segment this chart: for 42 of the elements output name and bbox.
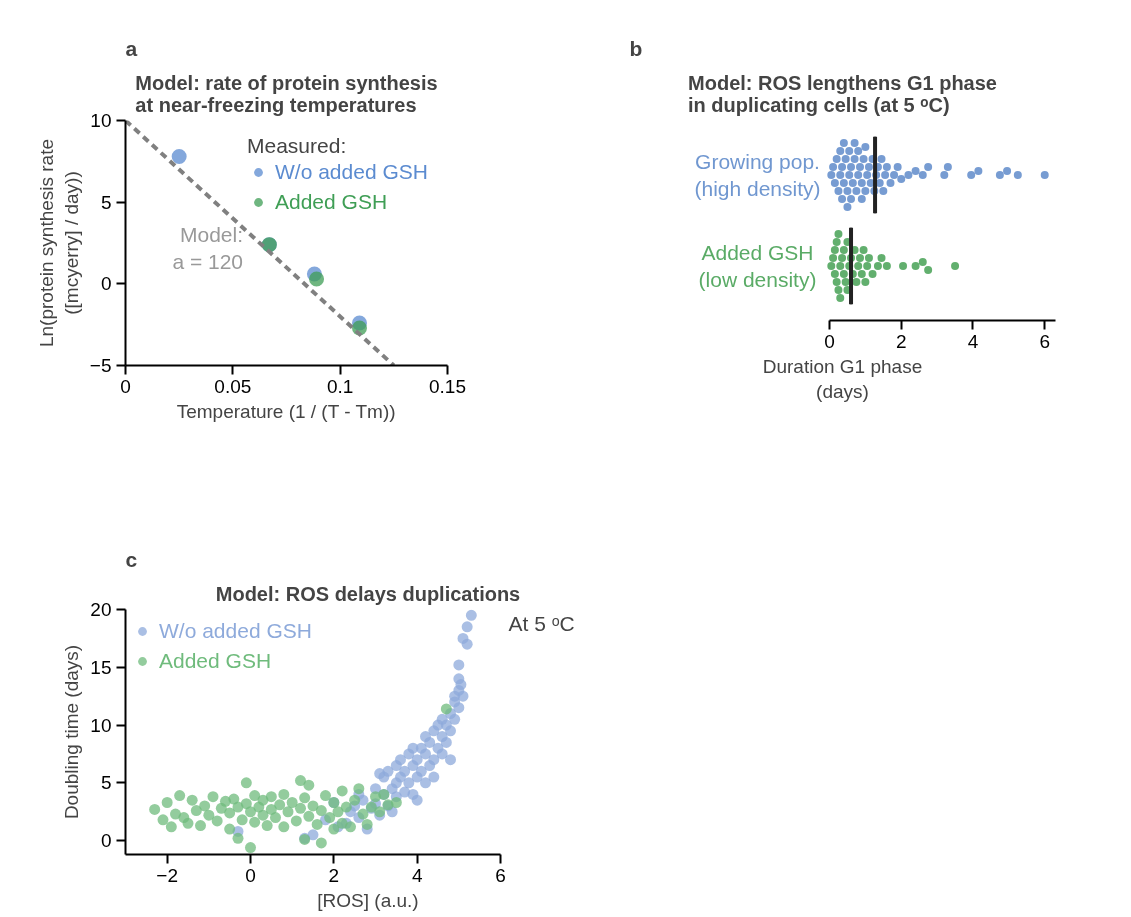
y-tick-label: 5 (100, 191, 112, 213)
annotation: Model: a = 120 (172, 222, 244, 274)
y-axis-title: Doubling time (days) (61, 644, 83, 820)
chart-title: Model: ROS delays duplications (215, 582, 521, 605)
x-axis-title: Temperature (1 / (T - Tm)) (176, 400, 396, 422)
x-tick-label: 4 (967, 330, 979, 352)
y-axis-title: Ln(protein synthesis rate ([mcyerry] / day)) (35, 138, 82, 348)
legend-title: Measured: (247, 134, 348, 158)
y-tick-label: Added GSH (low density) (698, 240, 817, 292)
y-tick-label: 10 (90, 714, 112, 736)
x-tick-label: 0 (824, 330, 835, 352)
legend-label: Added GSH (159, 649, 272, 673)
x-tick-label: −2 (156, 864, 179, 886)
x-tick-label: 0 (245, 864, 256, 886)
text: a (125, 36, 138, 60)
x-tick-label: 6 (495, 864, 506, 886)
x-tick-label: 2 (328, 864, 340, 886)
y-tick-label: 20 (90, 599, 112, 620)
x-tick-label: 0 (120, 375, 131, 397)
x-tick-label: 2 (895, 330, 907, 352)
text: b (629, 36, 643, 60)
y-tick-label: 0 (100, 273, 112, 295)
y-tick-label: 10 (90, 110, 112, 131)
legend-label: W/o added GSH (275, 160, 428, 184)
y-tick-label: 15 (90, 656, 112, 678)
x-axis-title: [ROS] (a.u.) (317, 889, 419, 911)
x-axis-title: Duration G1 phase (days) (762, 355, 923, 402)
y-tick-label: 0 (100, 830, 112, 852)
x-tick-label: 0.05 (214, 375, 252, 397)
x-tick-label: 0.1 (326, 375, 354, 397)
text: At 5 ᵒC (508, 611, 575, 635)
legend-label: W/o added GSH (159, 619, 312, 643)
chart-title: Model: rate of protein synthesis at near-freezing temperatures (135, 71, 438, 116)
text: c (125, 547, 138, 571)
legend-label: Added GSH (275, 190, 388, 214)
chart-title: Model: ROS lengthens G1 phase in duplicating cells (at 5 ᵒC) (688, 71, 997, 116)
x-tick-label: 6 (1039, 330, 1051, 352)
x-tick-label: 4 (411, 864, 423, 886)
y-tick-label: −5 (89, 355, 112, 376)
x-tick-label: 0.15 (429, 375, 466, 397)
y-tick-label: Growing pop. (high density) (694, 149, 821, 201)
y-tick-label: 5 (100, 772, 112, 794)
